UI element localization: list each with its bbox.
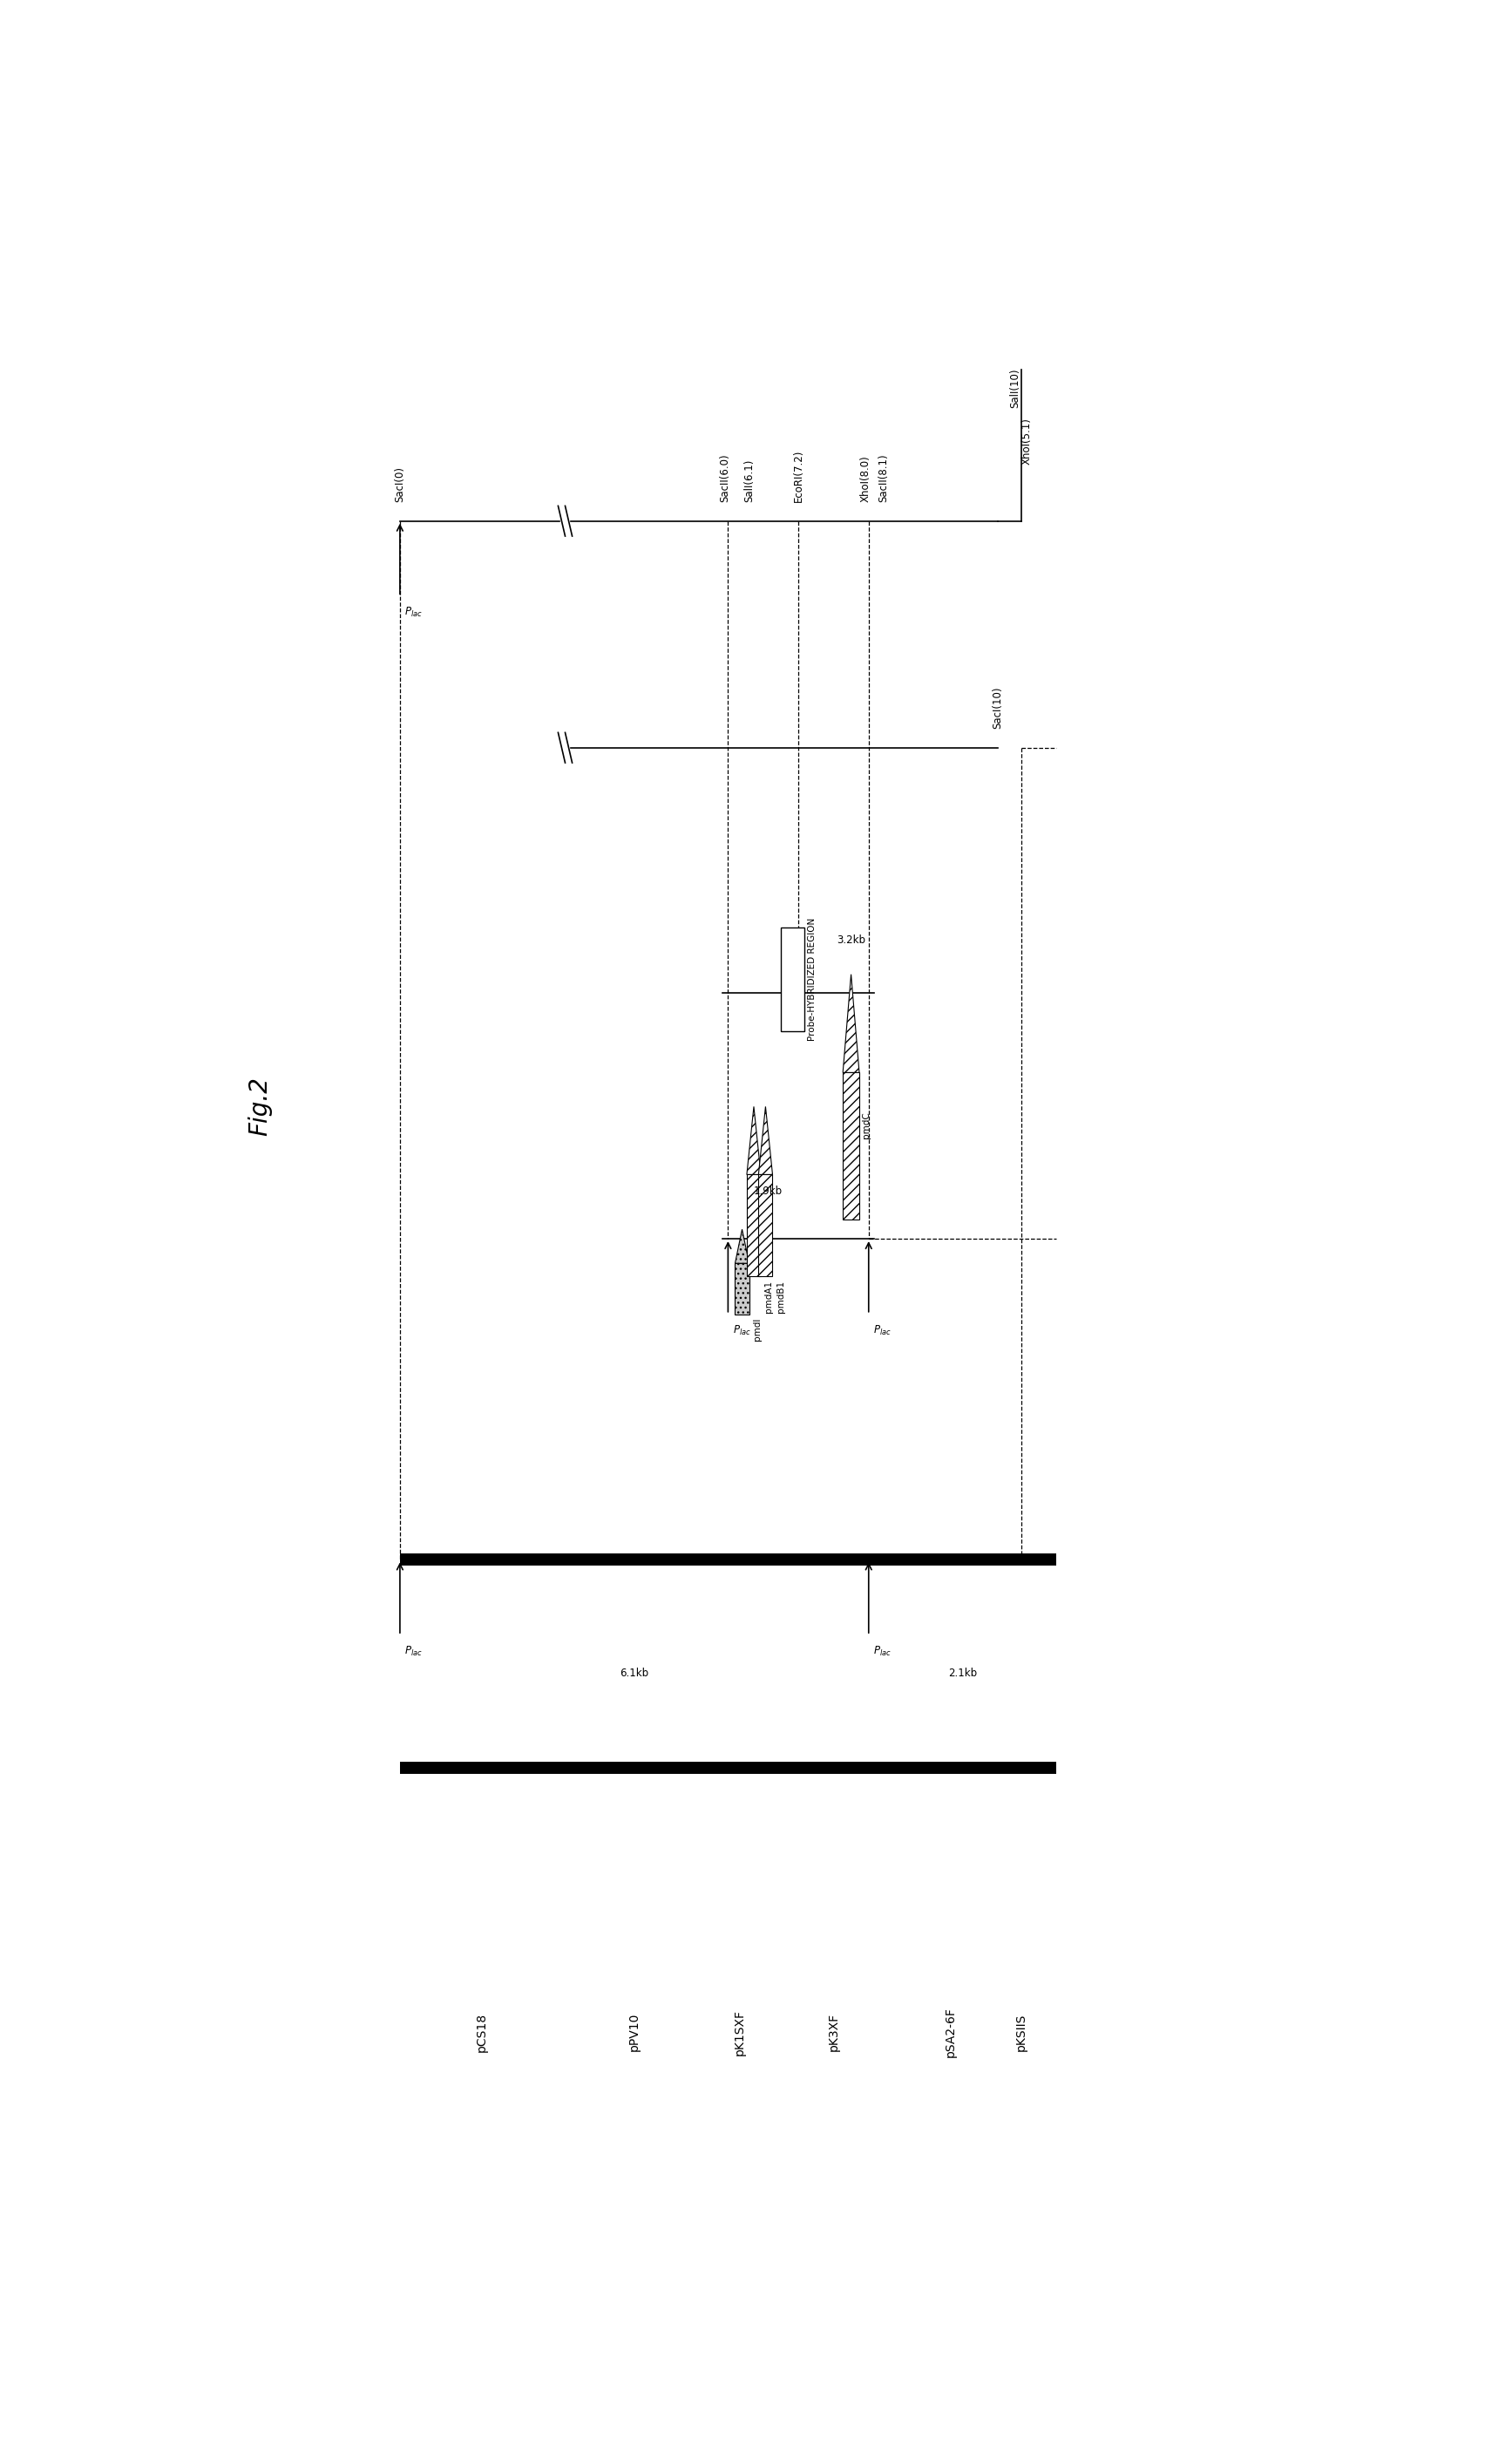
Text: 6.1kb: 6.1kb bbox=[620, 1668, 649, 1678]
Text: EcoRI(7.2): EcoRI(7.2) bbox=[792, 449, 804, 503]
Text: pCS18: pCS18 bbox=[476, 2011, 488, 2051]
Text: XhoI(5.1): XhoI(5.1) bbox=[1021, 417, 1033, 464]
Polygon shape bbox=[747, 1106, 761, 1175]
Text: pmdI: pmdI bbox=[753, 1317, 762, 1342]
Text: SacII(8.1): SacII(8.1) bbox=[878, 454, 889, 503]
Text: 1.9kb: 1.9kb bbox=[754, 1185, 783, 1197]
Bar bbox=[735, 1263, 748, 1315]
Bar bbox=[780, 927, 804, 1030]
Text: $P_{lac}$: $P_{lac}$ bbox=[405, 1646, 423, 1658]
Bar bbox=[842, 1072, 859, 1219]
Text: pmdC: pmdC bbox=[862, 1111, 871, 1138]
Polygon shape bbox=[759, 1106, 773, 1175]
Text: 3.2kb: 3.2kb bbox=[836, 935, 865, 947]
Text: pPV10: pPV10 bbox=[627, 2014, 641, 2051]
Text: 2.1kb: 2.1kb bbox=[948, 1668, 977, 1678]
Text: pmdB1: pmdB1 bbox=[776, 1280, 785, 1312]
Text: Probe-HYBRIDIZED REGION: Probe-HYBRIDIZED REGION bbox=[807, 917, 816, 1040]
Text: $P_{lac}$: $P_{lac}$ bbox=[874, 1325, 892, 1337]
Bar bbox=[747, 1175, 761, 1276]
Text: pmdA1: pmdA1 bbox=[765, 1280, 773, 1312]
Text: pK3XF: pK3XF bbox=[827, 2014, 839, 2051]
Text: $P_{lac}$: $P_{lac}$ bbox=[874, 1646, 892, 1658]
Polygon shape bbox=[735, 1229, 748, 1263]
Text: pKSIIS: pKSIIS bbox=[1015, 2014, 1027, 2051]
Text: SacI(10): SacI(10) bbox=[992, 687, 1002, 729]
Text: XhoI(8.0): XhoI(8.0) bbox=[859, 456, 871, 503]
Bar bbox=[759, 1175, 773, 1276]
Text: SacII(6.0): SacII(6.0) bbox=[718, 454, 730, 503]
Text: pK1SXF: pK1SXF bbox=[733, 2009, 745, 2056]
Text: pSA2-6F: pSA2-6F bbox=[945, 2007, 957, 2058]
Polygon shape bbox=[842, 974, 859, 1072]
Text: SalI(6.1): SalI(6.1) bbox=[744, 459, 754, 503]
Text: $P_{lac}$: $P_{lac}$ bbox=[733, 1325, 751, 1337]
Text: SalI(10): SalI(10) bbox=[1010, 368, 1021, 407]
Text: SacI(0): SacI(0) bbox=[395, 466, 405, 503]
Text: $P_{lac}$: $P_{lac}$ bbox=[405, 606, 423, 618]
Text: Fig.2: Fig.2 bbox=[248, 1077, 272, 1136]
